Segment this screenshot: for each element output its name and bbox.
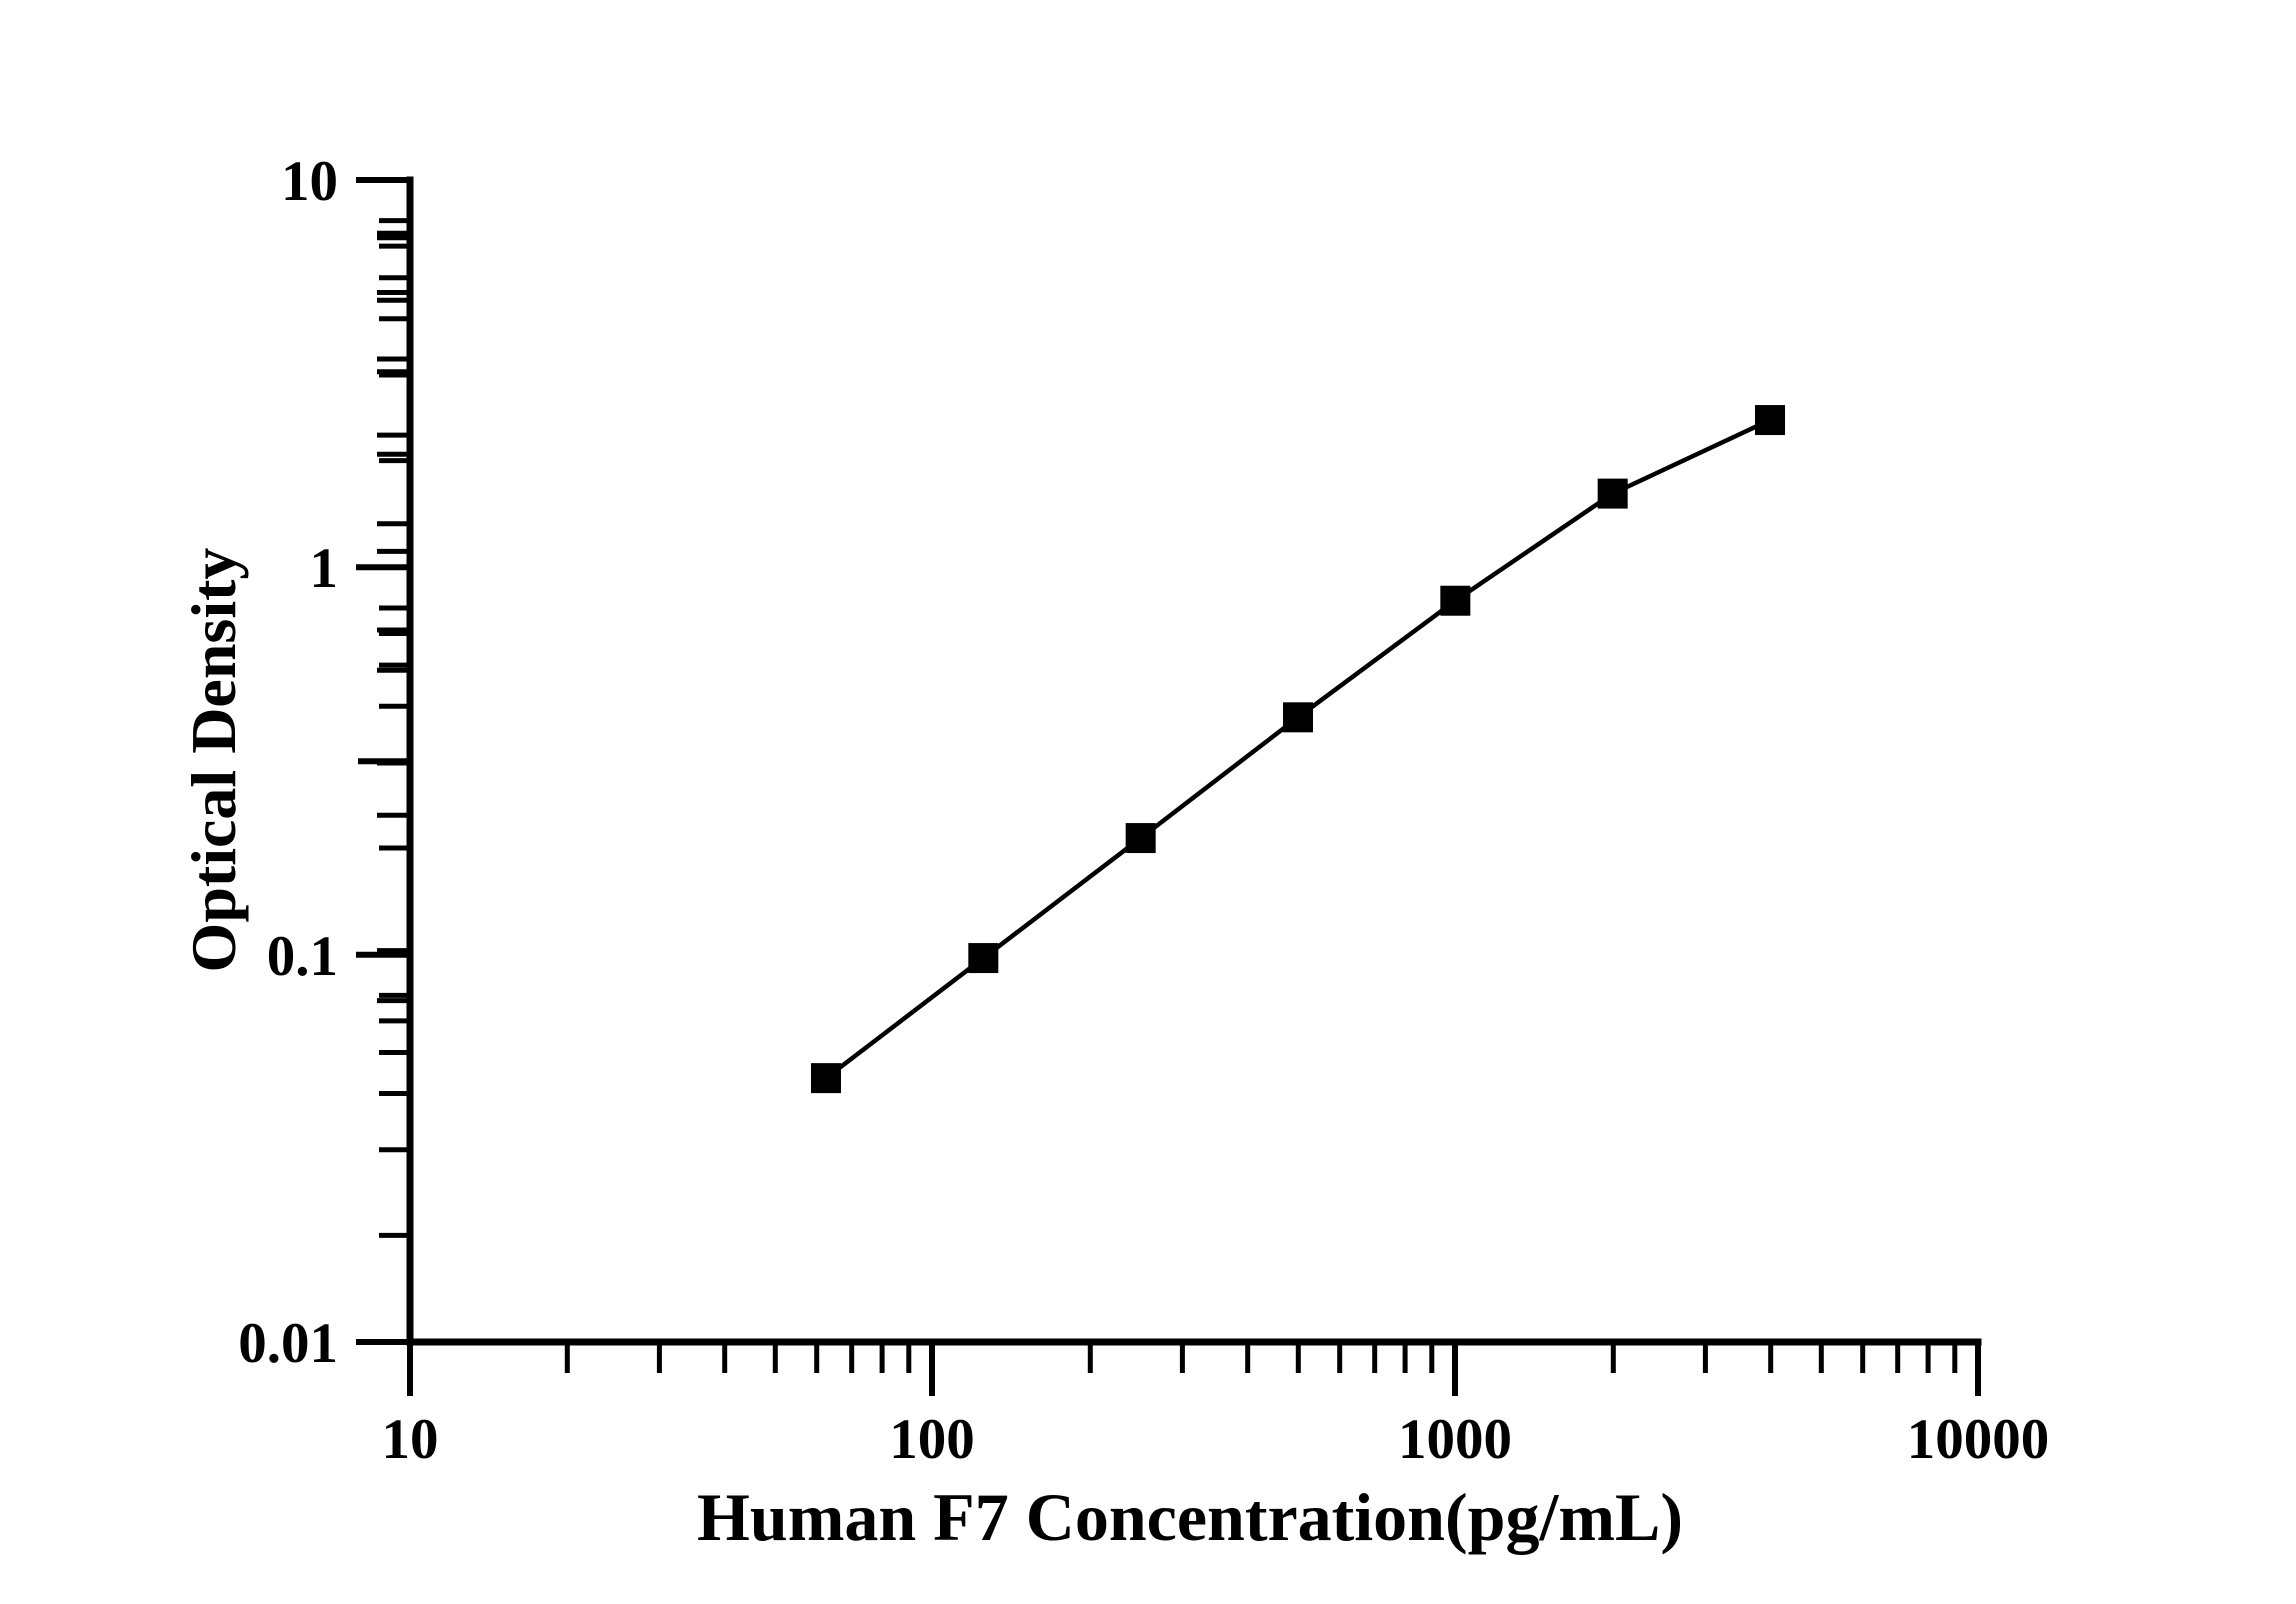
data-point-marker xyxy=(810,1063,841,1094)
axis-lines xyxy=(406,176,1982,1346)
x-tick-label-10: 10 xyxy=(382,1408,439,1471)
data-point-marker xyxy=(1440,585,1471,616)
x-tick-label-10000: 10000 xyxy=(1907,1408,2050,1471)
y-tick-label-1: 1 xyxy=(310,537,339,600)
x-tick-label-100: 100 xyxy=(889,1408,975,1471)
y-ticks-final xyxy=(356,177,410,1345)
x-tick-labels: 10 100 1000 10000 xyxy=(382,1408,2050,1471)
y-tick-labels: 10 1 0.1 0.01 xyxy=(238,150,338,1375)
data-point-marker xyxy=(968,943,999,974)
data-point-marker xyxy=(1755,405,1786,436)
y-tick-label-0.1: 0.1 xyxy=(267,925,338,988)
x-axis-ticks xyxy=(407,1342,1981,1396)
series-group xyxy=(810,405,1786,1094)
y-axis-ticks-precise xyxy=(377,235,410,1004)
y-tick-label-0.01: 0.01 xyxy=(238,1312,338,1375)
y-axis-title: Optical Density xyxy=(178,548,249,973)
x-tick-label-1000: 1000 xyxy=(1398,1408,1512,1471)
series-line-human-f7 xyxy=(823,417,1773,1081)
series-markers xyxy=(810,405,1786,1094)
x-axis-title: Human F7 Concentration(pg/mL) xyxy=(697,1479,1683,1555)
data-point-marker xyxy=(1597,478,1628,509)
data-point-marker xyxy=(1125,823,1156,854)
y-tick-label-10: 10 xyxy=(281,150,338,213)
data-point-marker xyxy=(1282,702,1313,733)
